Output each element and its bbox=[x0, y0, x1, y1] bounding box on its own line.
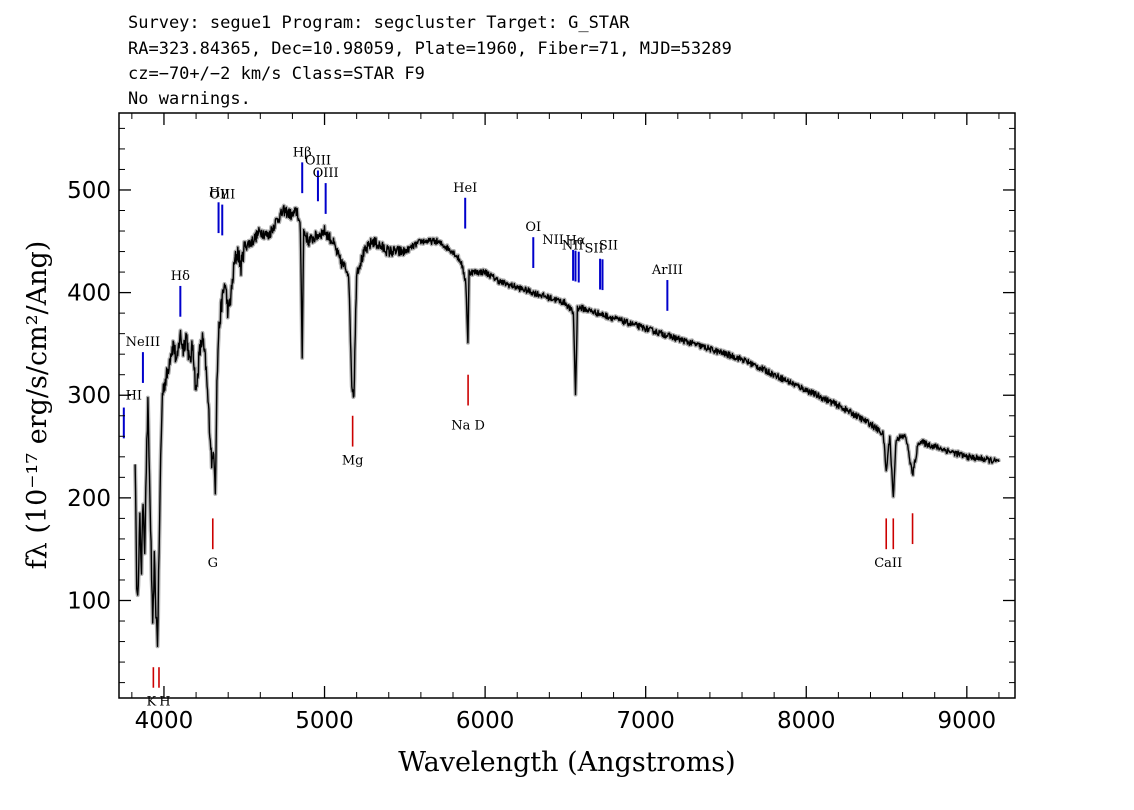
absorption-line-label: H bbox=[159, 695, 170, 710]
header-line-4: No warnings. bbox=[128, 89, 251, 109]
absorption-line-label: Mg bbox=[342, 454, 364, 469]
emission-line-label: NeIII bbox=[126, 335, 160, 350]
absorption-line-label: K bbox=[147, 695, 157, 710]
x-tick-label: 4000 bbox=[135, 708, 194, 734]
emission-line-label: Hβ bbox=[293, 145, 312, 160]
y-tick-label: 300 bbox=[67, 383, 111, 409]
emission-line-label: OIII bbox=[313, 166, 339, 181]
plot-frame bbox=[118, 112, 1016, 699]
absorption-line-label: Na D bbox=[451, 419, 485, 434]
x-axis-title: Wavelength (Angstroms) bbox=[398, 747, 735, 778]
axis-ticks: 4000 5000 6000 7000 8000 9000 100 200 300 400 500 bbox=[67, 113, 1015, 734]
spectrum-line bbox=[134, 204, 1000, 647]
header-line-1: Survey: segue1 Program: segcluster Targe… bbox=[128, 13, 630, 33]
x-tick-label: 9000 bbox=[938, 708, 997, 734]
spectrum-group bbox=[133, 203, 1001, 649]
header-line-3: cz=−70+/−2 km/s Class=STAR F9 bbox=[128, 64, 425, 84]
emission-line-label: SII bbox=[584, 242, 603, 257]
absorption-line-label: CaII bbox=[874, 556, 902, 571]
emission-line-label: OI bbox=[525, 220, 541, 235]
x-tick-label: 5000 bbox=[295, 708, 354, 734]
x-tick-label: 8000 bbox=[777, 708, 836, 734]
x-tick-label: 6000 bbox=[456, 708, 515, 734]
y-tick-label: 400 bbox=[67, 281, 111, 307]
absorption-line-label: G bbox=[208, 556, 218, 571]
emission-line-label: Hγ bbox=[209, 185, 228, 200]
header-line-2: RA=323.84365, Dec=10.98059, Plate=1960, … bbox=[128, 39, 732, 59]
emission-line-label: Hδ bbox=[171, 269, 190, 284]
emission-line-label: SII bbox=[599, 238, 618, 253]
y-tick-label: 100 bbox=[67, 589, 111, 615]
emission-line-label: OIII bbox=[209, 188, 235, 203]
emission-line-label: NII bbox=[562, 239, 584, 254]
y-axis-title: fλ (10⁻¹⁷ erg/s/cm²/Ang) bbox=[22, 241, 53, 570]
y-tick-label: 200 bbox=[67, 486, 111, 512]
x-tick-label: 7000 bbox=[616, 708, 675, 734]
emission-line-label: Hα bbox=[565, 234, 585, 249]
y-tick-label: 500 bbox=[67, 178, 111, 204]
emission-line-label: HeI bbox=[453, 181, 477, 196]
emission-line-label: HI bbox=[126, 389, 142, 404]
emission-line-label: NII bbox=[542, 233, 564, 248]
emission-line-label: OIII bbox=[305, 153, 331, 168]
emission-line-label: ArIII bbox=[651, 263, 683, 278]
